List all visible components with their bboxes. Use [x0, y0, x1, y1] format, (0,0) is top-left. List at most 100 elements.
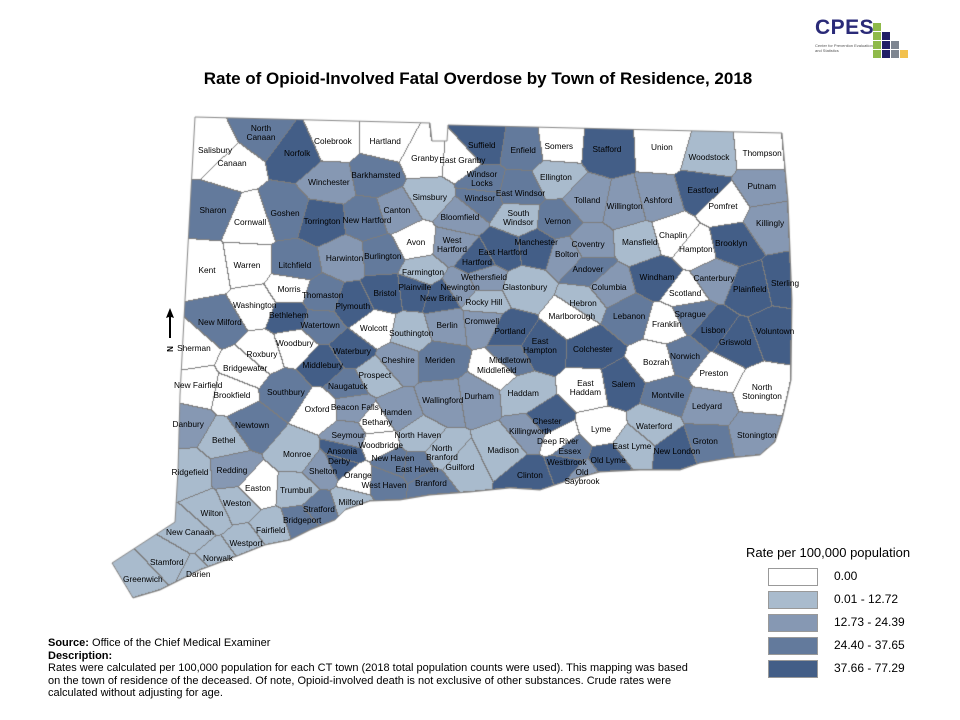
town-label-scotland[interactable]: Scotland: [669, 287, 702, 298]
town-label-canton[interactable]: Canton: [383, 204, 411, 215]
town-label-bridgewater[interactable]: Bridgewater: [223, 362, 268, 373]
town-label-ansonia[interactable]: Ansonia: [327, 446, 358, 457]
town-label-bridgeport[interactable]: Bridgeport: [283, 514, 322, 525]
town-label-winchester[interactable]: Winchester: [308, 176, 350, 187]
town-label-granby[interactable]: Granby: [411, 152, 439, 163]
town-label-new-london[interactable]: New London: [653, 446, 701, 457]
town-label-norwich[interactable]: Norwich: [670, 350, 700, 361]
town-label-berlin[interactable]: Berlin: [436, 319, 458, 330]
town-label-middlebury[interactable]: Middlebury: [302, 359, 344, 370]
town-label-woodbridge[interactable]: Woodbridge: [358, 440, 403, 451]
town-label-andover[interactable]: Andover: [572, 263, 604, 274]
town-label-east-haddam[interactable]: East Haddam: [569, 378, 602, 397]
town-label-groton[interactable]: Groton: [692, 435, 718, 446]
town-label-hartford[interactable]: Hartford: [462, 257, 492, 268]
town-label-glastonbury[interactable]: Glastonbury: [502, 281, 548, 292]
town-label-prospect[interactable]: Prospect: [358, 369, 392, 380]
town-label-southington[interactable]: Southington: [389, 327, 434, 338]
town-label-old-saybrook[interactable]: Old Saybrook: [564, 467, 600, 487]
town-label-salisbury[interactable]: Salisbury: [198, 144, 233, 155]
town-label-naugatuck[interactable]: Naugatuck: [328, 380, 368, 391]
town-label-bolton[interactable]: Bolton: [555, 249, 579, 260]
town-label-north-branford[interactable]: North Branford: [426, 442, 458, 462]
town-label-bloomfield[interactable]: Bloomfield: [440, 211, 480, 222]
town-label-west-haven[interactable]: West Haven: [361, 480, 407, 491]
town-label-preston[interactable]: Preston: [699, 367, 729, 378]
town-label-north-stonington[interactable]: North Stonington: [742, 382, 782, 401]
town-label-killingworth[interactable]: Killingworth: [509, 425, 552, 436]
town-label-derby[interactable]: Derby: [328, 456, 351, 467]
town-label-darien[interactable]: Darien: [186, 568, 211, 579]
town-label-brookfield[interactable]: Brookfield: [213, 390, 251, 401]
town-label-bethel[interactable]: Bethel: [212, 434, 236, 445]
town-label-barkhamsted[interactable]: Barkhamsted: [351, 169, 401, 180]
town-label-stafford[interactable]: Stafford: [592, 143, 622, 154]
town-label-deep-river[interactable]: Deep River: [537, 435, 579, 446]
town-label-thompson[interactable]: Thompson: [742, 147, 782, 158]
town-label-salem[interactable]: Salem: [611, 378, 636, 389]
town-label-coventry[interactable]: Coventry: [571, 238, 605, 249]
town-label-lisbon[interactable]: Lisbon: [701, 324, 726, 335]
town-label-portland[interactable]: Portland: [494, 325, 526, 336]
town-label-ashford[interactable]: Ashford: [643, 194, 673, 205]
town-label-colebrook[interactable]: Colebrook: [314, 135, 352, 146]
town-label-manchester[interactable]: Manchester: [514, 237, 558, 248]
town-label-south-windsor[interactable]: South Windsor: [503, 208, 534, 227]
town-label-eastford[interactable]: Eastford: [687, 184, 719, 195]
town-label-hamden[interactable]: Hamden: [380, 406, 412, 417]
town-label-thomaston[interactable]: Thomaston: [301, 290, 344, 301]
town-label-new-milford[interactable]: New Milford: [198, 316, 242, 327]
town-label-sterling[interactable]: Sterling: [771, 277, 800, 288]
town-label-sherman[interactable]: Sherman: [177, 342, 211, 353]
town-label-avon[interactable]: Avon: [406, 236, 426, 247]
town-label-durham[interactable]: Durham: [464, 390, 494, 401]
town-label-plainfield[interactable]: Plainfield: [733, 283, 767, 294]
town-label-hartland[interactable]: Hartland: [369, 135, 401, 146]
town-label-watertown[interactable]: Watertown: [300, 319, 340, 330]
town-label-windsor-locks[interactable]: Windsor Locks: [466, 169, 498, 189]
town-label-clinton[interactable]: Clinton: [517, 469, 543, 480]
town-label-branford[interactable]: Branford: [415, 477, 447, 488]
town-label-pomfret[interactable]: Pomfret: [708, 200, 738, 211]
town-label-cheshire[interactable]: Cheshire: [381, 354, 415, 365]
town-label-middlefield[interactable]: Middlefield: [477, 365, 517, 376]
town-label-litchfield[interactable]: Litchfield: [278, 259, 312, 270]
town-label-goshen[interactable]: Goshen: [270, 207, 300, 218]
town-label-middletown[interactable]: Middletown: [489, 355, 531, 366]
town-label-willington[interactable]: Willington: [606, 200, 643, 211]
town-label-wolcott[interactable]: Wolcott: [359, 322, 388, 333]
town-label-windham[interactable]: Windham: [639, 271, 675, 282]
town-label-morris[interactable]: Morris: [277, 283, 301, 294]
town-label-westport[interactable]: Westport: [229, 537, 263, 548]
town-label-greenwich[interactable]: Greenwich: [123, 573, 163, 584]
town-label-plainville[interactable]: Plainville: [398, 282, 432, 293]
town-label-weston[interactable]: Weston: [223, 497, 251, 508]
town-label-stonington[interactable]: Stonington: [737, 429, 777, 440]
town-label-woodbury[interactable]: Woodbury: [276, 338, 314, 349]
town-label-enfield[interactable]: Enfield: [510, 144, 536, 155]
town-label-easton[interactable]: Easton: [245, 482, 271, 493]
town-label-ridgefield[interactable]: Ridgefield: [171, 466, 209, 477]
town-label-killingly[interactable]: Killingly: [756, 217, 785, 228]
town-label-sprague[interactable]: Sprague: [674, 308, 706, 319]
town-label-west-hartford[interactable]: West Hartford: [437, 235, 467, 254]
town-label-wallingford[interactable]: Wallingford: [422, 394, 464, 405]
town-label-canaan[interactable]: Canaan: [217, 157, 247, 168]
town-label-simsbury[interactable]: Simsbury: [412, 191, 448, 202]
town-label-bristol[interactable]: Bristol: [373, 287, 397, 298]
town-label-stamford[interactable]: Stamford: [150, 556, 184, 567]
town-label-montville[interactable]: Montville: [651, 389, 685, 400]
town-label-milford[interactable]: Milford: [338, 496, 364, 507]
town-label-chester[interactable]: Chester: [532, 415, 562, 426]
town-label-suffield[interactable]: Suffield: [468, 139, 496, 150]
town-label-beacon-falls[interactable]: Beacon Falls: [330, 401, 379, 412]
town-label-torrington[interactable]: Torrington: [303, 215, 341, 226]
town-label-essex[interactable]: Essex: [558, 445, 582, 456]
town-label-bozrah[interactable]: Bozrah: [643, 356, 670, 367]
town-label-rocky-hill[interactable]: Rocky Hill: [465, 296, 503, 307]
town-label-tolland[interactable]: Tolland: [574, 194, 601, 205]
town-label-waterford[interactable]: Waterford: [636, 420, 673, 431]
town-label-waterbury[interactable]: Waterbury: [333, 345, 371, 356]
town-label-monroe[interactable]: Monroe: [283, 448, 312, 459]
town-label-danbury[interactable]: Danbury: [172, 418, 204, 429]
